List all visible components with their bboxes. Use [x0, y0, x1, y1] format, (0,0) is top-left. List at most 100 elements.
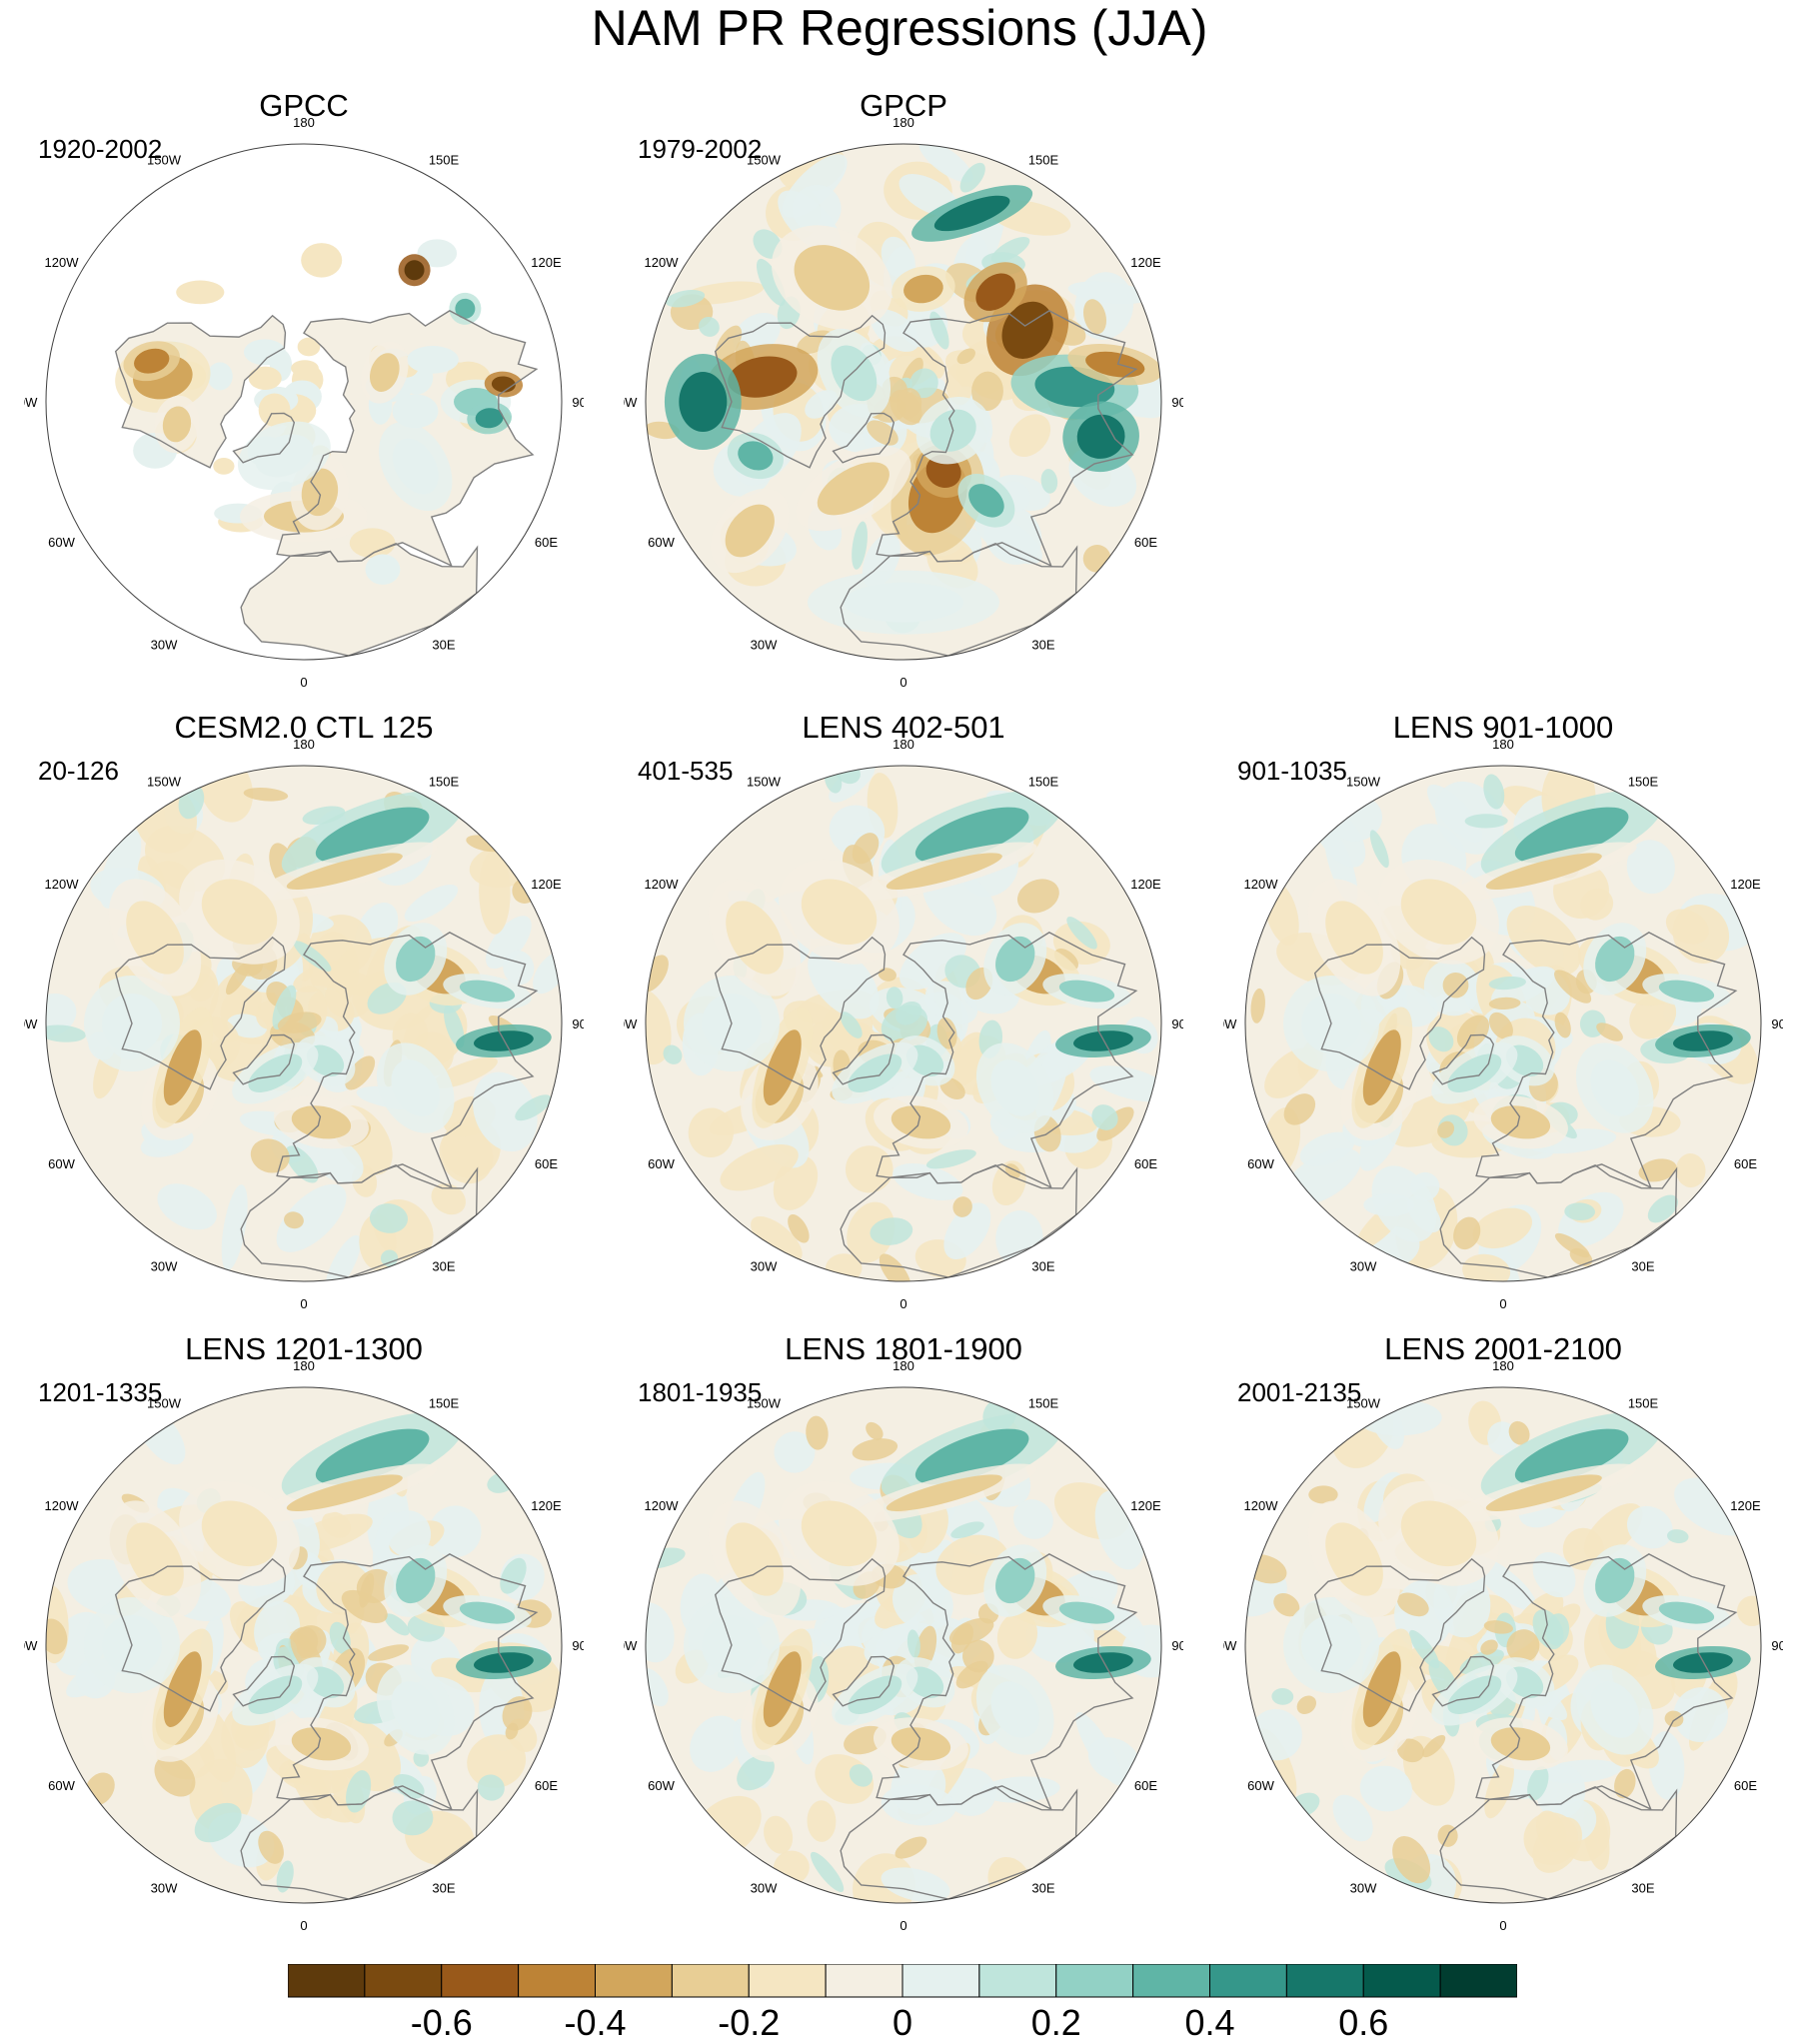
longitude-label: 150E — [1028, 153, 1059, 168]
longitude-label: 30W — [151, 637, 178, 652]
longitude-label: 120E — [531, 877, 562, 892]
longitude-label: 90E — [572, 395, 584, 410]
longitude-label: 90E — [1171, 395, 1183, 410]
panel-title: LENS 1801-1900 — [785, 1331, 1022, 1366]
longitude-label: 30E — [1631, 1880, 1654, 1895]
longitude-label: 150W — [1346, 775, 1381, 790]
colorbar-tick-label: 0 — [892, 2002, 913, 2043]
longitude-label: 30W — [1350, 1258, 1377, 1273]
colorbar-cell — [748, 1964, 827, 1998]
longitude-label: 30E — [1031, 1880, 1054, 1895]
map-panel-l901: 180 150E 120E 90E 60E 30E 0 30W 60W 90W 120W 150W LE… — [1223, 710, 1783, 1311]
longitude-label: 60W — [48, 535, 75, 550]
longitude-label: 60E — [535, 535, 558, 550]
longitude-label: 30W — [751, 1258, 778, 1273]
longitude-label: 0 — [900, 1296, 906, 1311]
longitude-label: 90E — [572, 1017, 584, 1031]
longitude-label: 0 — [900, 1918, 906, 1933]
map-panel-l402: 180 150E 120E 90E 60E 30E 0 30W 60W 90W 120W 150W LE… — [624, 710, 1183, 1311]
longitude-label: 90W — [1223, 1017, 1237, 1031]
colorbar-cell — [595, 1964, 673, 1998]
longitude-label: 180 — [293, 1358, 315, 1373]
longitude-label: 30E — [432, 1880, 455, 1895]
longitude-label: 30E — [432, 637, 455, 652]
polar-map: 180 150E 120E 90E 60E 30E 0 30W 60W 90W 120W 150W — [24, 1358, 584, 1933]
colorbar-cell — [1285, 1964, 1364, 1998]
longitude-label: 90W — [24, 395, 38, 410]
longitude-label: 120W — [45, 877, 80, 892]
longitude-label: 120E — [1730, 877, 1761, 892]
colorbar-tick-label: -0.2 — [718, 2002, 781, 2043]
longitude-label: 60E — [1134, 535, 1157, 550]
polar-map: 180 150E 120E 90E 60E 30E 0 30W 60W 90W 120W 150W — [24, 115, 584, 690]
map-panel-l1801: 180 150E 120E 90E 60E 30E 0 30W 60W 90W 120W 150W LE… — [624, 1331, 1183, 1933]
colorbar-cell — [441, 1964, 520, 1998]
longitude-label: 120E — [531, 255, 562, 270]
colorbar-cell — [825, 1964, 903, 1998]
longitude-label: 120E — [1130, 255, 1161, 270]
longitude-label: 180 — [293, 737, 315, 752]
colorbar-cell — [1055, 1964, 1134, 1998]
longitude-label: 0 — [900, 675, 906, 690]
longitude-label: 120W — [45, 255, 80, 270]
panel-years: 1201-1335 — [38, 1377, 163, 1407]
colorbar-tick-label: 0.2 — [1030, 2002, 1081, 2043]
panel-years: 1920-2002 — [38, 134, 163, 164]
longitude-label: 90E — [572, 1638, 584, 1653]
longitude-label: 180 — [1492, 1358, 1514, 1373]
longitude-label: 60W — [1247, 1778, 1274, 1793]
longitude-label: 150E — [429, 775, 460, 790]
longitude-label: 120E — [531, 1498, 562, 1513]
longitude-label: 30E — [1031, 637, 1054, 652]
colorbar-cell — [1362, 1964, 1441, 1998]
panel-years: 1801-1935 — [638, 1377, 763, 1407]
polar-map: 180 150E 120E 90E 60E 30E 0 30W 60W 90W 120W 150W — [1223, 1358, 1783, 1933]
longitude-label: 150W — [747, 775, 782, 790]
panel-title: LENS 402-501 — [802, 710, 1005, 745]
colorbar-tick-label: 0.6 — [1338, 2002, 1389, 2043]
longitude-label: 0 — [300, 1918, 307, 1933]
longitude-label: 120W — [45, 1498, 80, 1513]
panel-years: 20-126 — [38, 756, 119, 786]
panel-years: 901-1035 — [1237, 756, 1347, 786]
colorbar-cell — [364, 1964, 443, 1998]
longitude-label: 150E — [1628, 775, 1659, 790]
panel-years: 401-535 — [638, 756, 734, 786]
longitude-label: 30W — [1350, 1880, 1377, 1895]
longitude-label: 90W — [624, 1017, 638, 1031]
longitude-label: 0 — [1499, 1918, 1506, 1933]
longitude-label: 150E — [1028, 775, 1059, 790]
longitude-label: 180 — [893, 115, 914, 130]
panel-title: GPCC — [259, 88, 349, 123]
longitude-label: 0 — [300, 1296, 307, 1311]
colorbar — [288, 1964, 1517, 1998]
longitude-label: 90E — [1171, 1017, 1183, 1031]
colorbar-cell — [901, 1964, 980, 1998]
longitude-label: 90E — [1771, 1017, 1783, 1031]
longitude-label: 120E — [1730, 1498, 1761, 1513]
longitude-label: 180 — [293, 115, 315, 130]
panel-title: CESM2.0 CTL 125 — [174, 710, 434, 745]
longitude-label: 60E — [1734, 1156, 1757, 1171]
longitude-label: 120W — [645, 1498, 680, 1513]
longitude-label: 150E — [1028, 1396, 1059, 1411]
longitude-label: 90W — [24, 1017, 38, 1031]
longitude-label: 30W — [751, 637, 778, 652]
longitude-label: 150W — [1346, 1396, 1381, 1411]
longitude-label: 60W — [48, 1778, 75, 1793]
panel-years: 2001-2135 — [1237, 1377, 1362, 1407]
colorbar-tick-label: 0.4 — [1184, 2002, 1235, 2043]
longitude-label: 90E — [1771, 1638, 1783, 1653]
longitude-label: 180 — [893, 1358, 914, 1373]
longitude-label: 120W — [645, 255, 680, 270]
colorbar-tick-label: -0.4 — [564, 2002, 627, 2043]
panel-years: 1979-2002 — [638, 134, 763, 164]
longitude-label: 150W — [147, 153, 182, 168]
longitude-label: 90E — [1171, 1638, 1183, 1653]
longitude-label: 120W — [1244, 877, 1279, 892]
longitude-label: 30W — [151, 1258, 178, 1273]
colorbar-tick-label: -0.6 — [410, 2002, 473, 2043]
longitude-label: 30E — [1631, 1258, 1654, 1273]
longitude-label: 150E — [1628, 1396, 1659, 1411]
colorbar-cell — [288, 1964, 366, 1998]
